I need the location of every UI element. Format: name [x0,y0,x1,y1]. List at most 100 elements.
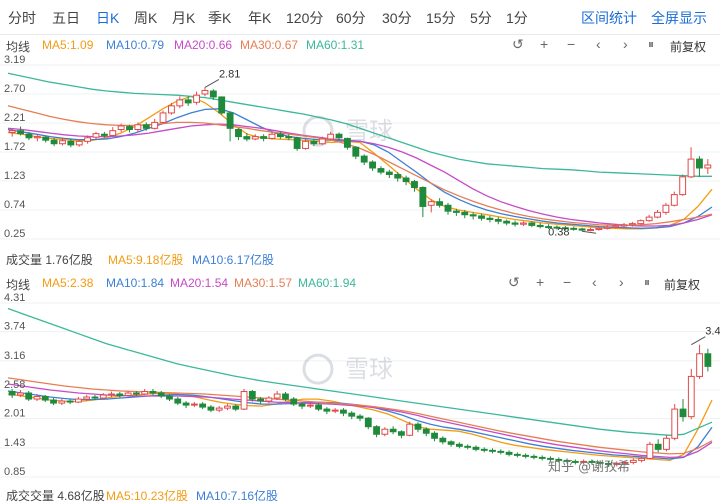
pause-icon[interactable]: ⏸ [644,275,651,289]
candle-body [613,462,621,465]
tab-6[interactable]: 年K [248,10,272,26]
tab-0[interactable]: 分时 [8,10,36,26]
tab-2[interactable]: 日K [96,10,120,26]
candle [663,435,670,452]
candle [411,179,418,192]
candle-body [209,90,217,98]
zoom-in-icon[interactable]: + [536,274,545,290]
candle [25,391,33,402]
candle [360,154,368,166]
candle-body [389,428,397,433]
ma-line-ma60 [7,307,713,436]
candle-body [176,99,184,107]
tab-12[interactable]: 1分 [506,10,528,26]
tab-7[interactable]: 120分 [286,10,324,26]
candle [58,399,66,406]
ma-label: 均线 [6,278,31,292]
y-tick-label: 1.43 [4,437,25,449]
ma-label: 均线 [6,40,31,54]
candle-body [671,408,679,439]
candle-body [260,136,268,139]
candle-body [536,224,544,228]
reset-icon[interactable]: ↺ [508,274,520,290]
candle-body [356,415,364,419]
candle-body [302,140,309,149]
candle [157,391,165,399]
candle [670,191,678,207]
candle [260,134,268,142]
tab-1[interactable]: 五日 [52,10,80,26]
candle [444,202,452,215]
fullscreen-link[interactable]: 全屏显示 [651,10,707,26]
candle-body [327,133,335,140]
zoom-out-icon[interactable]: − [567,36,576,52]
tab-5[interactable]: 季K [208,10,232,26]
candle-body [411,181,418,189]
candle-body [33,396,41,400]
tab-10[interactable]: 15分 [426,10,456,26]
candle [67,138,75,148]
candle-body [645,216,653,222]
candle [427,199,435,213]
tab-9[interactable]: 30分 [382,10,412,26]
candle [310,138,318,147]
candle-body [149,391,157,394]
ma-line-ma5 [7,95,713,230]
scroll-right-icon[interactable]: › [623,36,628,52]
scroll-left-icon[interactable]: ‹ [596,36,601,52]
fuquan-toggle[interactable]: 前复权 [664,278,701,292]
zoom-in-icon[interactable]: + [540,36,549,52]
candle-body [695,158,703,169]
candle-body [343,137,351,148]
scroll-right-icon[interactable]: › [619,274,624,290]
candle-body [182,402,190,406]
candle-body [323,408,331,412]
candle [461,210,469,219]
candle-body [352,146,360,157]
candle-body [226,112,234,129]
candle-body [637,220,645,225]
ma10-value: MA10:0.79 [106,38,165,52]
candle-body [497,450,505,453]
interval-stats-link[interactable]: 区间统计 [581,10,637,26]
candle [578,227,586,232]
corner-watermark: 知乎 @谢孜希 [548,459,630,475]
tab-3[interactable]: 周K [134,10,158,26]
candle-body [151,121,159,129]
tab-8[interactable]: 60分 [336,10,366,26]
candle-body [422,428,430,434]
candle [215,406,223,413]
candle [141,388,149,396]
candle-body [126,126,133,131]
candle-body [394,173,402,179]
candle-body [704,164,712,169]
candle [199,402,207,410]
candle-body [134,124,142,131]
candle-body [621,461,629,464]
candle-body [571,460,579,463]
candle [306,403,314,409]
zoom-out-icon[interactable]: − [563,274,572,290]
candle [42,135,50,143]
ma30-value: MA30:1.57 [234,276,293,290]
candle [638,456,645,463]
pause-icon[interactable]: ⏸ [648,37,655,51]
ma-line-ma30 [7,105,713,227]
candle [494,217,502,225]
tab-11[interactable]: 5分 [470,10,492,26]
candle-body [190,403,198,406]
candle-body [603,226,611,229]
candle [91,395,99,401]
annotation-leader [691,336,706,346]
candle-body [679,408,687,418]
candle-body [109,130,117,136]
candle-body [276,133,284,138]
candle-body [561,227,569,230]
candle-body [472,446,480,450]
reset-icon[interactable]: ↺ [512,36,524,52]
y-tick-label: 3.74 [4,321,25,333]
tab-4[interactable]: 月K [172,10,196,26]
candle-body [662,204,670,213]
scroll-left-icon[interactable]: ‹ [592,274,597,290]
fuquan-toggle[interactable]: 前复权 [670,40,707,54]
